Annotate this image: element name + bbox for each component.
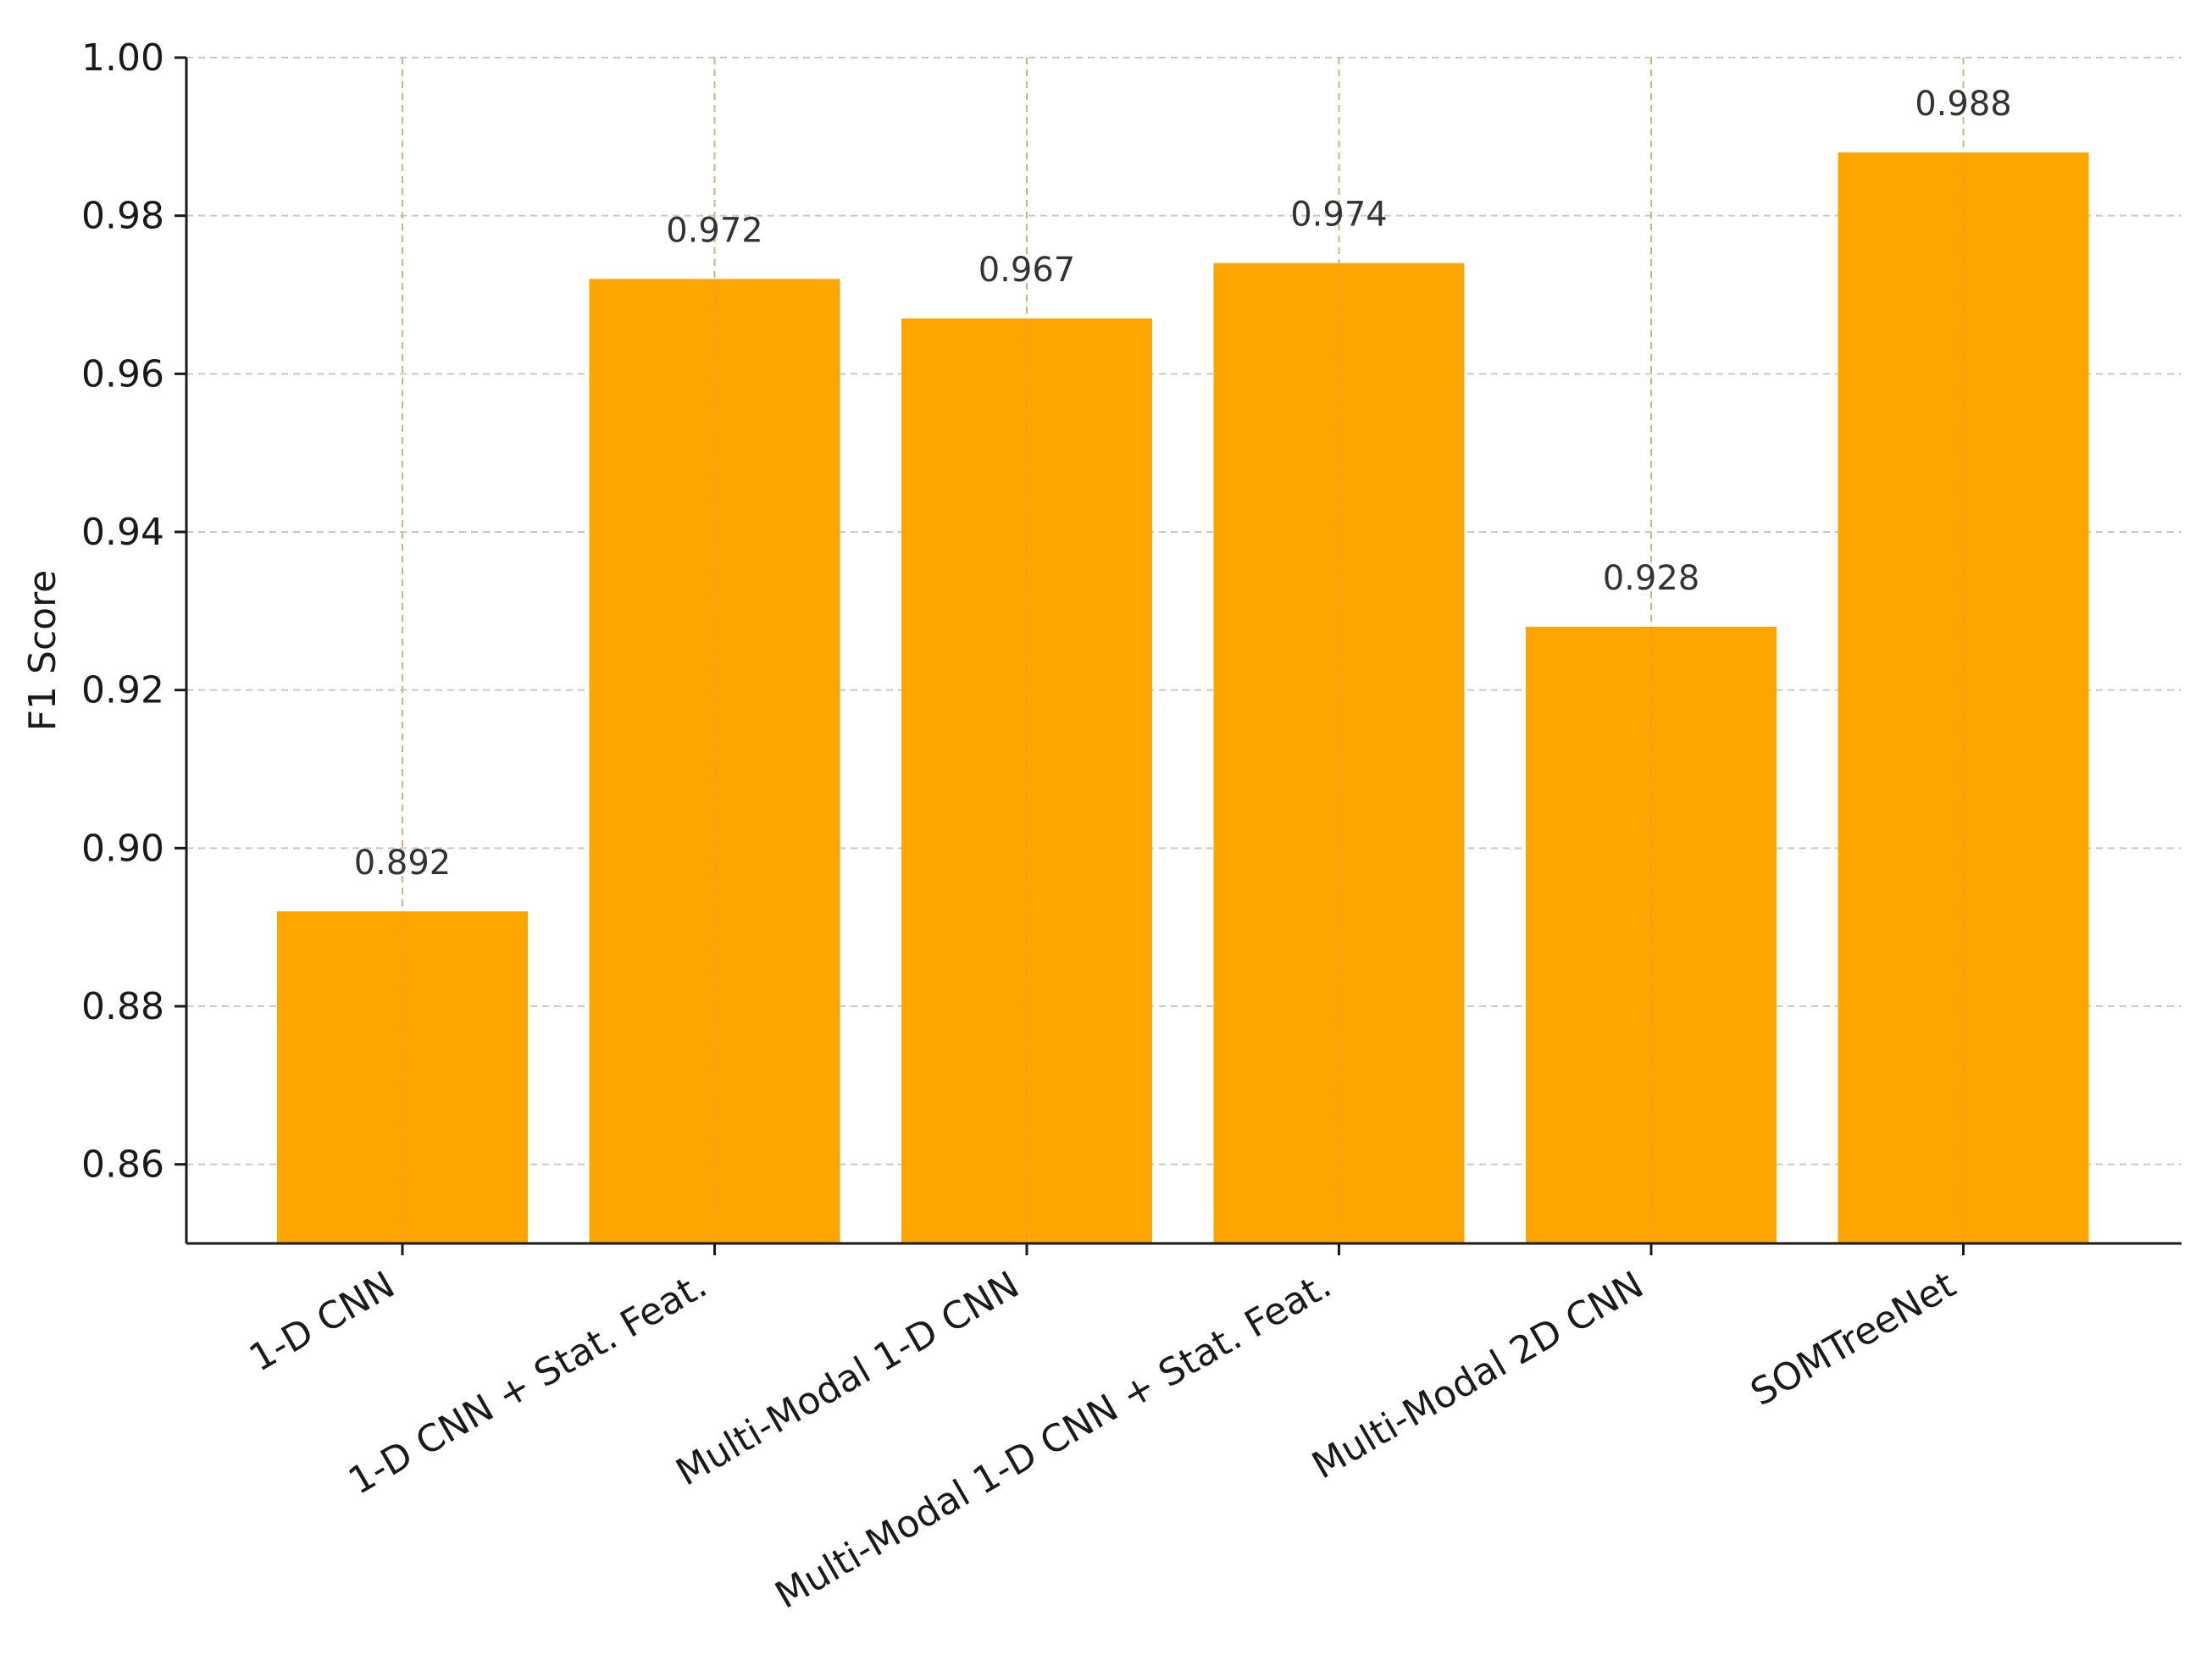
y-tick-label: 0.94 <box>81 511 164 554</box>
y-tick-label: 1.00 <box>81 36 164 80</box>
axis-layer <box>175 56 2182 1255</box>
x-tick-label: Multi-Modal 2D CNN <box>1305 1263 1650 1487</box>
y-tick-label: 0.86 <box>81 1143 164 1187</box>
bar-layer <box>277 58 2089 1244</box>
bar-value-label: 0.892 <box>354 844 452 883</box>
bar-value-label: 0.974 <box>1290 196 1388 235</box>
y-axis-title: F1 Score <box>21 570 64 732</box>
x-tick-label: Multi-Modal 1-D CNN + Stat. Feat. <box>768 1263 1339 1617</box>
x-tick-label: Multi-Modal 1-D CNN <box>669 1263 1027 1494</box>
y-tick-label: 0.98 <box>81 195 164 238</box>
y-tick-label: 0.96 <box>81 352 164 396</box>
x-tick-label: 1-D CNN <box>242 1263 402 1380</box>
bar-value-label: 0.967 <box>978 251 1076 290</box>
x-tick-label: SOMTreeNet <box>1744 1263 1963 1415</box>
y-tick-label: 0.90 <box>81 827 164 870</box>
bar-value-label: 0.988 <box>1915 85 2012 124</box>
bar-value-label: 0.972 <box>666 211 763 250</box>
bar-value-label: 0.928 <box>1603 559 1700 598</box>
y-tick-label: 0.92 <box>81 669 164 712</box>
y-tick-label: 0.88 <box>81 985 164 1028</box>
bar <box>1213 263 1465 1244</box>
